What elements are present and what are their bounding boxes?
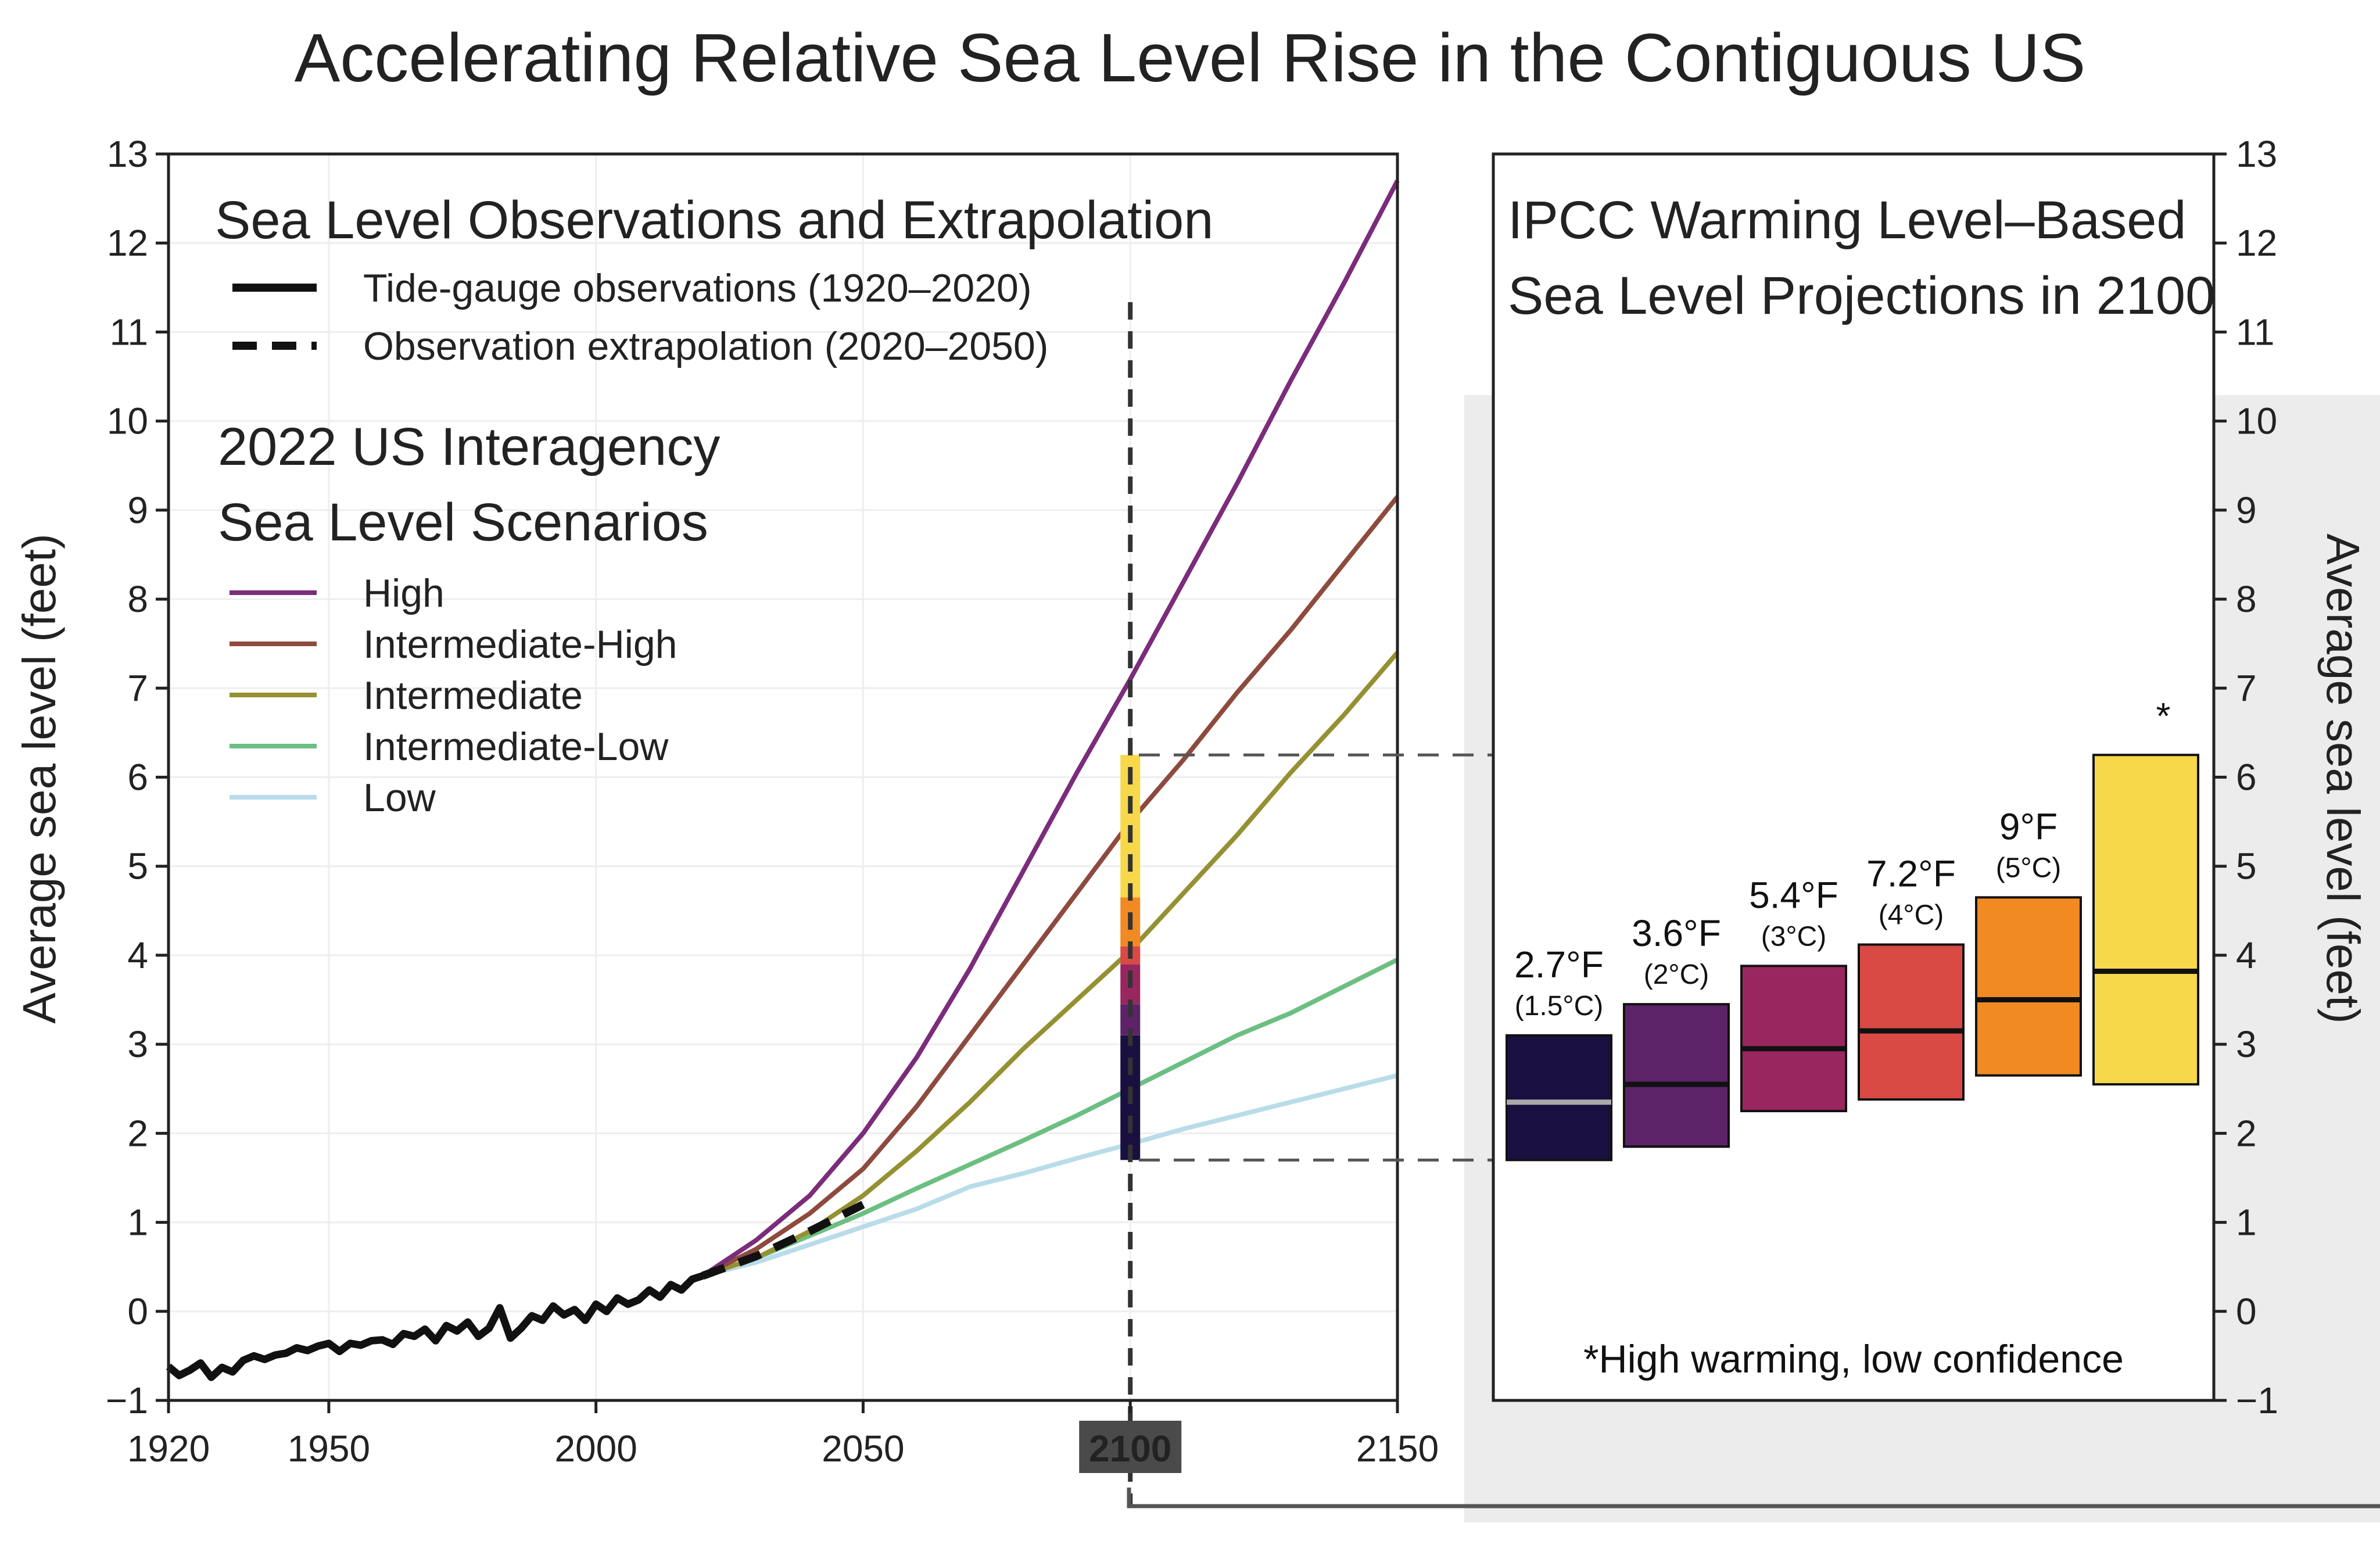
obs-legend-label-extrapolation: Observation extrapolation (2020–2050) [363, 324, 1048, 368]
y-tick-label: 1 [127, 1202, 148, 1244]
footnote: *High warming, low confidence [1583, 1337, 2124, 1381]
warming-level-boxes: 2.7°F (1.5°C) 3.6°F (2°C) 5.4°F (3°C) 7.2°F (4°… [1506, 695, 2199, 1162]
right-panel-title-line2: Sea Level Projections in 2100 [1508, 266, 2215, 325]
warming-box-sublabel: (1.5°C) [1515, 991, 1604, 1022]
warming-box-sublabel: (4°C) [1879, 900, 1944, 931]
extrapolation-line [701, 1201, 865, 1280]
y-tick-label: 12 [107, 222, 148, 264]
y-tick-label: 2 [127, 1112, 148, 1154]
series-line-low [702, 1073, 1398, 1278]
panel-bracket-line [1127, 1488, 2380, 1508]
right-y-tick-label: 1 [2236, 1202, 2257, 1244]
warming-box [2092, 754, 2199, 1086]
series-line-intermediate-low [702, 958, 1399, 1278]
x-axis: 1920 1950 2000 2050 2100 2150 [127, 1400, 1439, 1473]
y-tick-label: 7 [127, 667, 148, 709]
obs-legend-title: Sea Level Observations and Extrapolation [215, 191, 1213, 250]
high-warming-asterisk: * [2156, 695, 2171, 737]
right-y-tick-label: 7 [2236, 667, 2257, 709]
warming-box-sublabel: (3°C) [1761, 921, 1827, 952]
y-tick-label: 13 [107, 133, 148, 175]
right-y-tick-label: 11 [2236, 311, 2274, 353]
y-tick-label: −1 [106, 1379, 148, 1421]
y-tick-label: 3 [127, 1023, 148, 1065]
y-tick-label: 4 [127, 934, 148, 976]
scenario-legend-title-line1: 2022 US Interagency [218, 417, 720, 476]
x-tick-label: 2050 [822, 1428, 904, 1470]
right-y-axis-label: Average sea level (feet) [2317, 533, 2369, 1023]
legend-label-intermediate-low: Intermediate-Low [363, 725, 669, 769]
scenario-legend-title-line2: Sea Level Scenarios [218, 493, 708, 552]
y-tick-label: 10 [107, 400, 148, 442]
warming-box-label: 5.4°F [1749, 874, 1838, 916]
right-y-tick-label: 5 [2236, 845, 2257, 887]
warming-box [1506, 1034, 1612, 1162]
right-panel: IPCC Warming Level–Based Sea Level Proje… [1492, 133, 2369, 1421]
right-y-tick-label: 13 [2236, 133, 2277, 175]
legend-label-high: High [363, 571, 445, 615]
warming-box [1975, 896, 2082, 1077]
warming-box-label: 9°F [1999, 805, 2058, 847]
right-y-tick-label: 10 [2236, 400, 2277, 442]
warming-box-label: 2.7°F [1514, 944, 1604, 986]
warming-box [1623, 1003, 1730, 1148]
y-tick-label: 6 [127, 757, 148, 798]
warming-box-label: 3.6°F [1632, 912, 1721, 954]
legend-label-intermediate-high: Intermediate-High [363, 622, 677, 666]
x-tick-label: 2150 [1356, 1428, 1439, 1470]
right-y-tick-label: 6 [2236, 757, 2257, 798]
series-line-high [701, 180, 1400, 1278]
right-y-tick-label: 8 [2236, 578, 2257, 620]
y-tick-label: 9 [127, 489, 148, 531]
series-line-intermediate-high [701, 495, 1400, 1278]
figure-title: Accelerating Relative Sea Level Rise in … [295, 20, 2086, 96]
y-tick-label: 8 [127, 578, 148, 620]
x-tick-label: 1920 [127, 1428, 210, 1470]
warming-box-sublabel: (5°C) [1996, 852, 2062, 883]
legend-label-low: Low [363, 776, 436, 820]
scenario-legend: High Intermediate-High Intermediate Interme… [230, 571, 677, 820]
right-y-tick-label: 0 [2236, 1291, 2257, 1332]
warming-box [1740, 965, 1847, 1113]
left-y-axis-label: Average sea level (feet) [13, 533, 65, 1023]
warming-box [1858, 943, 1965, 1101]
right-y-tick-label: −1 [2236, 1379, 2278, 1421]
y-tick-label: 5 [127, 845, 148, 887]
x-tick-label: 1950 [288, 1428, 370, 1470]
y-tick-label: 11 [110, 311, 148, 353]
obs-legend-label-observations: Tide-gauge observations (1920–2020) [363, 266, 1032, 310]
right-y-tick-label: 2 [2236, 1112, 2257, 1154]
right-y-tick-label: 4 [2236, 934, 2257, 976]
y-tick-label: 0 [127, 1291, 148, 1332]
right-y-tick-label: 9 [2236, 489, 2257, 531]
right-panel-title-line1: IPCC Warming Level–Based [1508, 191, 2187, 250]
legend-label-intermediate: Intermediate [363, 673, 583, 718]
right-y-tick-label: 12 [2236, 222, 2277, 264]
warming-box-label: 7.2°F [1866, 853, 1956, 895]
observations-line [166, 1272, 704, 1381]
left-series-lines [166, 180, 1400, 1381]
x-tick-label-highlighted: 2100 [1089, 1428, 1171, 1470]
x-tick-highlight-box [1079, 1421, 1182, 1473]
warming-box-sublabel: (2°C) [1644, 959, 1709, 990]
right-y-tick-label: 3 [2236, 1023, 2257, 1065]
x-tick-label: 2000 [554, 1428, 637, 1470]
